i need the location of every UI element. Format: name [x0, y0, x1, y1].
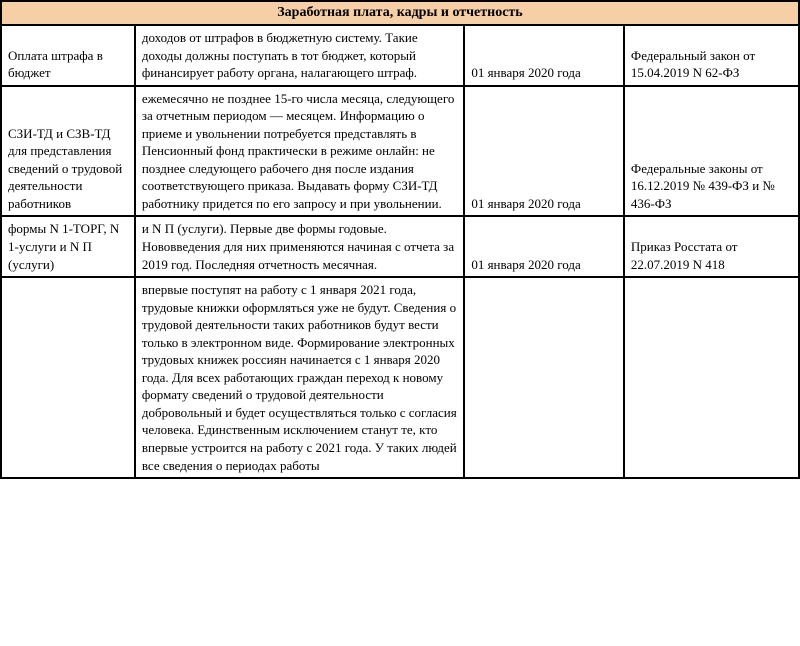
cell-description: впервые поступят на работу с 1 января 20…	[135, 277, 464, 478]
cell-law: Приказ Росстата от 22.07.2019 N 418	[624, 216, 799, 277]
table-header: Заработная плата, кадры и отчетность	[1, 1, 799, 25]
cell-topic	[1, 277, 135, 478]
cell-topic: Оплата штрафа в бюджет	[1, 25, 135, 86]
cell-description: ежемесячно не позднее 15-го числа месяца…	[135, 86, 464, 217]
table-row: СЗИ-ТД и СЗВ-ТД для представления сведен…	[1, 86, 799, 217]
table-row: формы N 1-ТОРГ, N 1-услуги и N П (услуги…	[1, 216, 799, 277]
cell-law: Федеральный закон от 15.04.2019 N 62-ФЗ	[624, 25, 799, 86]
cell-date	[464, 277, 624, 478]
cell-law	[624, 277, 799, 478]
cell-date: 01 января 2020 года	[464, 86, 624, 217]
cell-law: Федеральные законы от 16.12.2019 № 439-Ф…	[624, 86, 799, 217]
table-row: Оплата штрафа в бюджет доходов от штрафо…	[1, 25, 799, 86]
table-header-row: Заработная плата, кадры и отчетность	[1, 1, 799, 25]
table-row: впервые поступят на работу с 1 января 20…	[1, 277, 799, 478]
cell-description: и N П (услуги). Первые две формы годовые…	[135, 216, 464, 277]
cell-date: 01 января 2020 года	[464, 25, 624, 86]
cell-description: доходов от штрафов в бюджетную систему. …	[135, 25, 464, 86]
cell-date: 01 января 2020 года	[464, 216, 624, 277]
regulations-table: Заработная плата, кадры и отчетность Опл…	[0, 0, 800, 479]
cell-topic: формы N 1-ТОРГ, N 1-услуги и N П (услуги…	[1, 216, 135, 277]
cell-topic: СЗИ-ТД и СЗВ-ТД для представления сведен…	[1, 86, 135, 217]
